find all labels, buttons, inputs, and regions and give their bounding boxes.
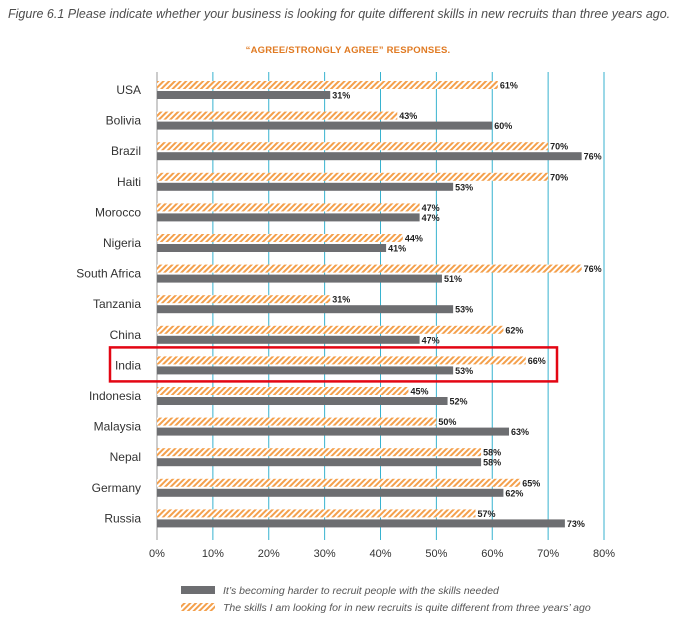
category-label: Russia (104, 511, 141, 525)
bar-hatched (157, 387, 409, 395)
value-label-hatched: 50% (438, 417, 456, 427)
bar-hatched (157, 111, 398, 120)
value-label-hatched: 47% (422, 203, 440, 213)
value-label-solid: 62% (505, 488, 523, 498)
value-label-solid: 52% (450, 397, 468, 407)
value-label-hatched: 70% (550, 142, 568, 152)
category-labels: USA Bolivia Brazil Haiti Morocco Nigeria South… (76, 83, 141, 525)
value-label-hatched: 57% (477, 509, 495, 519)
legend-swatch-solid (181, 586, 215, 594)
category-label: Haiti (117, 175, 141, 189)
category-label: Morocco (95, 205, 141, 219)
bar-solid (157, 91, 331, 99)
bar-solid (157, 244, 387, 252)
bars (157, 81, 582, 528)
bar-hatched (157, 81, 498, 89)
category-label: India (115, 358, 141, 372)
bar-solid (157, 152, 582, 161)
bar-solid (157, 488, 504, 497)
value-label-solid: 47% (422, 213, 440, 223)
value-label-hatched: 65% (522, 478, 540, 488)
value-label-solid: 58% (483, 458, 501, 468)
bar-hatched (157, 356, 526, 365)
value-label-hatched: 66% (528, 356, 546, 366)
x-tick-label: 10% (202, 548, 224, 560)
bar-solid (157, 397, 448, 405)
bar-hatched (157, 264, 582, 273)
x-tick-label: 40% (369, 548, 391, 560)
legend: It’s becoming harder to recruit people w… (181, 585, 591, 614)
legend-swatch-hatched (181, 603, 215, 611)
value-label-hatched: 76% (584, 264, 602, 274)
value-label-hatched: 58% (483, 448, 501, 458)
bar-hatched (157, 325, 504, 334)
bar-solid (157, 458, 482, 467)
value-label-solid: 51% (444, 274, 462, 284)
bar-hatched (157, 417, 437, 426)
bar-solid (157, 519, 565, 528)
x-tick-label: 20% (258, 548, 280, 560)
bar-solid (157, 335, 420, 344)
legend-label-solid: It’s becoming harder to recruit people w… (223, 585, 500, 597)
value-label-hatched: 31% (332, 295, 350, 305)
x-tick-label: 70% (537, 548, 559, 560)
bar-solid (157, 182, 454, 191)
value-label-solid: 41% (388, 244, 406, 254)
value-label-hatched: 43% (399, 111, 417, 121)
x-tick-label: 60% (481, 548, 503, 560)
value-labels: 61%31%43%60%70%76%70%53%47%47%44%41%76%5… (332, 81, 601, 529)
value-label-hatched: 44% (405, 234, 423, 244)
category-label: USA (116, 83, 141, 97)
x-axis-ticks: 0% 10% 20% 30% 40% 50% 60% 70% 80% (149, 548, 615, 560)
value-label-solid: 53% (455, 366, 473, 376)
category-label: Tanzania (93, 297, 141, 311)
legend-label-hatched: The skills I am looking for in new recru… (223, 602, 591, 614)
bar-hatched (157, 172, 549, 181)
bar-solid (157, 305, 454, 314)
x-tick-label: 0% (149, 548, 165, 560)
category-label: Nepal (110, 450, 141, 464)
bar-hatched (157, 203, 420, 212)
category-label: China (110, 328, 142, 342)
figure-title: Figure 6.1 Please indicate whether your … (8, 7, 671, 21)
bar-hatched (157, 234, 403, 242)
value-label-hatched: 70% (550, 172, 568, 182)
bar-solid (157, 121, 493, 130)
bar-solid (157, 427, 510, 436)
value-label-hatched: 45% (410, 387, 428, 397)
value-label-solid: 73% (567, 519, 585, 529)
bar-solid (157, 274, 442, 283)
value-label-hatched: 62% (505, 325, 523, 335)
bar-hatched (157, 295, 331, 304)
value-label-solid: 47% (422, 335, 440, 345)
category-label: Germany (92, 481, 141, 495)
value-label-solid: 53% (455, 305, 473, 315)
x-tick-label: 50% (425, 548, 447, 560)
value-label-solid: 76% (584, 152, 602, 162)
category-label: South Africa (76, 267, 141, 281)
value-label-solid: 63% (511, 427, 529, 437)
value-label-solid: 60% (494, 121, 512, 131)
category-label: Nigeria (103, 236, 141, 250)
bar-hatched (157, 448, 482, 457)
bar-solid (157, 213, 420, 222)
highlight-box (108, 346, 559, 383)
x-tick-label: 80% (593, 548, 615, 560)
category-label: Bolivia (106, 114, 142, 128)
x-tick-label: 30% (314, 548, 336, 560)
bar-hatched (157, 509, 476, 518)
category-label: Brazil (111, 144, 141, 158)
value-label-hatched: 61% (500, 81, 518, 91)
value-label-solid: 53% (455, 182, 473, 192)
chart-subtitle: “AGREE/STRONGLY AGREE” RESPONSES. (246, 45, 451, 56)
bar-solid (157, 366, 454, 375)
category-label: Indonesia (89, 389, 141, 403)
value-label-solid: 31% (332, 91, 350, 101)
bar-hatched (157, 478, 521, 487)
bar-hatched (157, 142, 549, 151)
category-label: Malaysia (94, 420, 142, 434)
